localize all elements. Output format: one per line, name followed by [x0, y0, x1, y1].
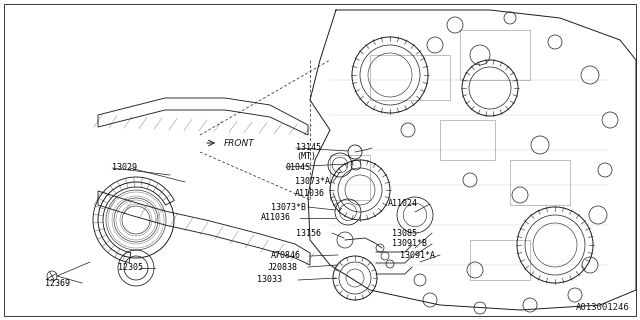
- Text: A11036: A11036: [261, 213, 291, 222]
- Bar: [510, 160, 570, 205]
- Text: 13145: 13145: [296, 143, 321, 153]
- Text: 13033: 13033: [257, 276, 282, 284]
- Bar: [440, 120, 495, 160]
- Text: A11036: A11036: [295, 188, 325, 197]
- Bar: [460, 30, 530, 80]
- Bar: [470, 240, 530, 280]
- Text: 13091*B: 13091*B: [392, 239, 427, 249]
- Text: A11024: A11024: [388, 199, 418, 209]
- Text: 13073*B: 13073*B: [271, 203, 306, 212]
- Text: (MT): (MT): [296, 153, 316, 162]
- Text: 13029: 13029: [112, 164, 137, 172]
- Text: 12305: 12305: [118, 263, 143, 273]
- Text: 0104S: 0104S: [286, 163, 311, 172]
- Bar: [330, 155, 370, 200]
- Text: J20838: J20838: [268, 262, 298, 271]
- Text: FRONT: FRONT: [224, 139, 255, 148]
- Text: 13156: 13156: [296, 228, 321, 237]
- Text: A013001246: A013001246: [576, 303, 630, 312]
- Text: 13091*A: 13091*A: [400, 251, 435, 260]
- Text: 12369: 12369: [45, 278, 70, 287]
- Text: A70846: A70846: [271, 252, 301, 260]
- Text: 13085: 13085: [392, 228, 417, 237]
- Text: 13073*A: 13073*A: [295, 178, 330, 187]
- Bar: [370, 55, 450, 100]
